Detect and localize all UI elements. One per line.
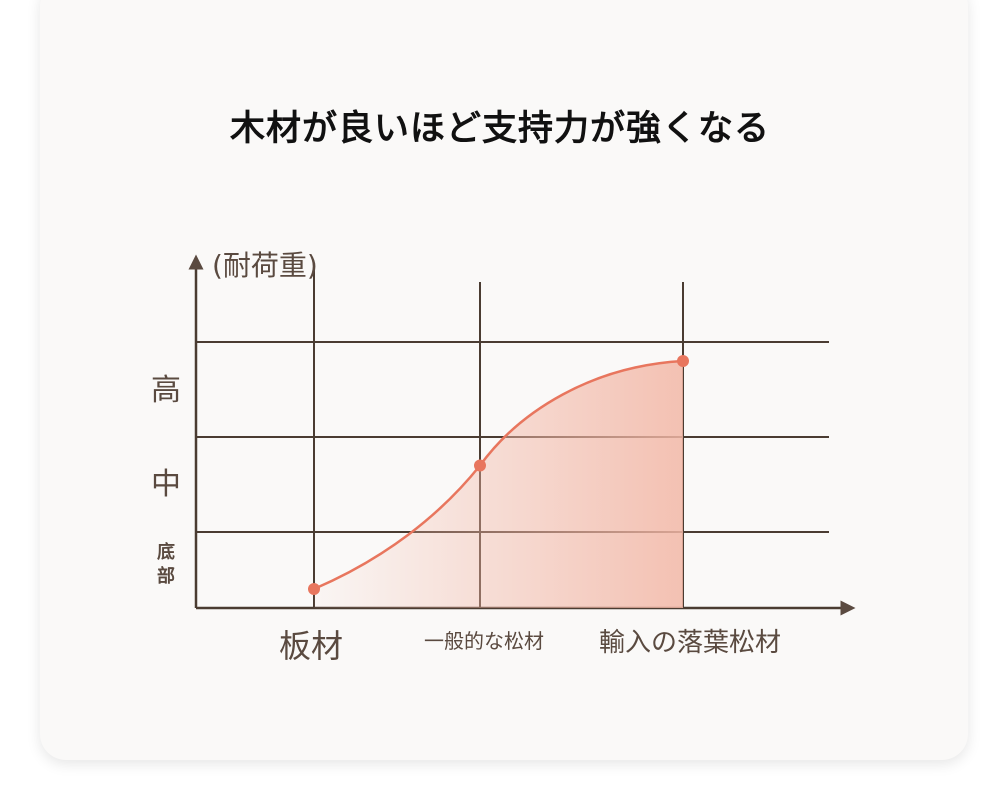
data-point <box>308 583 320 595</box>
y-tick-label: 底 <box>157 541 175 563</box>
y-tick-label: 高 <box>151 373 181 408</box>
y-tick-label: 中 <box>151 467 181 502</box>
y-tick-label: 部 <box>157 565 175 587</box>
y-axis-label: (耐荷重) <box>212 249 318 282</box>
area-fill <box>314 361 683 608</box>
x-tick-label: 板材 <box>279 627 343 665</box>
x-tick-label: 一般的な松材 <box>424 629 544 653</box>
x-tick-label: 輸入の落葉松材 <box>599 628 781 658</box>
data-point <box>474 459 486 472</box>
data-point <box>677 355 689 367</box>
chart-title: 木材が良いほど支持力が強くなる <box>229 109 770 149</box>
chart-card <box>40 0 968 760</box>
